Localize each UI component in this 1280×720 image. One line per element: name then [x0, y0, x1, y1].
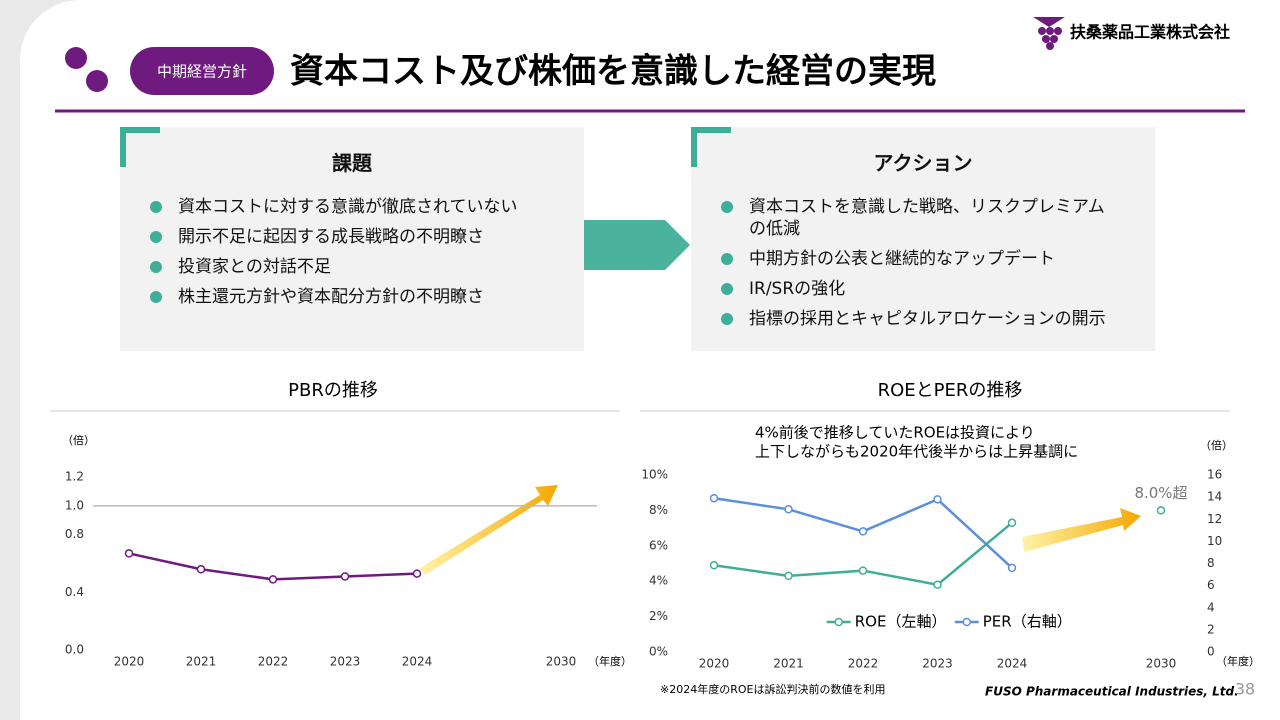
panel-corner — [120, 127, 160, 167]
action-item: 指標の採用とキャピタルアロケーションの開示 — [721, 308, 1111, 330]
action-list: 資本コストを意識した戦略、リスクプレミアムの低減 中期方針の公表と継続的なアップ… — [721, 196, 1111, 338]
action-item: IR/SRの強化 — [721, 278, 1111, 300]
panel-title: 課題 — [332, 151, 372, 175]
issue-list: 資本コストに対する意識が徹底されていない 開示不足に起因する成長戦略の不明瞭さ … — [150, 196, 550, 316]
issue-item: 資本コストに対する意識が徹底されていない — [150, 196, 550, 218]
issue-item: 株主還元方針や資本配分方針の不明瞭さ — [150, 286, 550, 308]
sheet — [20, 0, 1280, 720]
panel-corner — [691, 127, 731, 167]
issue-item: 開示不足に起因する成長戦略の不明瞭さ — [150, 226, 550, 248]
actions-panel: アクション 資本コストを意識した戦略、リスクプレミアムの低減 中期方針の公表と継… — [691, 127, 1155, 351]
issues-panel: 課題 資本コストに対する意識が徹底されていない 開示不足に起因する成長戦略の不明… — [120, 127, 584, 351]
issue-item: 投資家との対話不足 — [150, 256, 550, 278]
panel-title: アクション — [873, 151, 973, 175]
action-item: 中期方針の公表と継続的なアップデート — [721, 248, 1111, 270]
action-item: 資本コストを意識した戦略、リスクプレミアムの低減 — [721, 196, 1111, 240]
